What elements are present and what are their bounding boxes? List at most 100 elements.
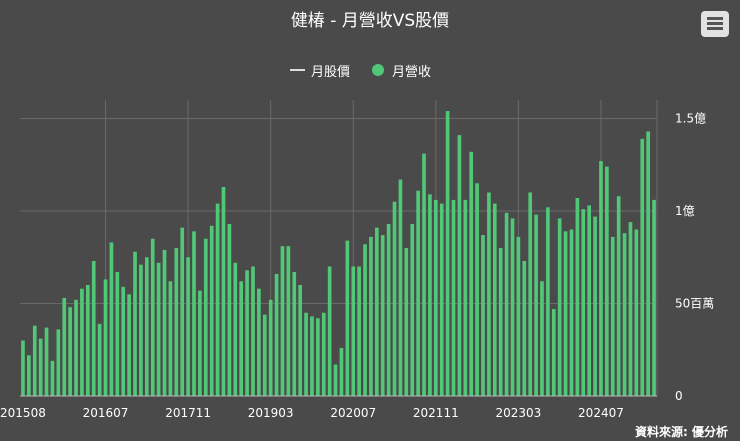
legend-item-price[interactable]: 月股價 (290, 61, 350, 80)
revenue-bar (593, 216, 597, 396)
revenue-bar (646, 131, 650, 396)
revenue-bar (380, 235, 385, 396)
revenue-bar (481, 235, 485, 396)
revenue-bar (357, 266, 361, 396)
revenue-bar (168, 281, 173, 396)
revenue-bar (522, 260, 527, 396)
x-tick-label: 202407 (578, 406, 624, 420)
revenue-bar (298, 285, 302, 396)
legend-label-revenue: 月營收 (392, 64, 432, 80)
revenue-bar (144, 257, 149, 396)
revenue-bar (634, 229, 639, 396)
source-credit: 資料來源: 優分析 (635, 425, 728, 439)
revenue-bar (433, 199, 438, 396)
revenue-bar (174, 248, 179, 396)
x-tick-label: 202111 (413, 406, 459, 420)
revenue-bar (127, 294, 131, 396)
revenue-bar (375, 227, 379, 396)
revenue-bar (498, 248, 503, 396)
revenue-bar (333, 364, 338, 396)
revenue-bar (587, 205, 591, 396)
revenue-bar (257, 288, 261, 396)
revenue-bar (192, 231, 196, 396)
y-tick-label: 1.5億 (675, 112, 706, 126)
revenue-bar (369, 236, 373, 396)
revenue-bar (80, 288, 84, 396)
revenue-bar (268, 299, 273, 396)
x-tick-label: 202303 (495, 406, 541, 420)
legend-item-revenue[interactable]: 月營收 (372, 61, 431, 80)
revenue-bar (74, 299, 78, 396)
legend-line-icon (290, 69, 305, 71)
revenue-bar (605, 166, 609, 396)
revenue-bar (451, 199, 456, 396)
revenue-bar (304, 312, 308, 396)
revenue-bar (640, 138, 645, 396)
revenue-bar (139, 264, 143, 396)
revenue-bar (428, 194, 432, 396)
revenue-bar (310, 316, 314, 396)
revenue-bar (528, 192, 533, 396)
revenue-bar (557, 218, 562, 396)
y-tick-label: 50百萬 (675, 297, 714, 311)
revenue-bar (569, 229, 574, 396)
revenue-bar (27, 355, 31, 396)
revenue-bar (345, 240, 350, 396)
revenue-bar (62, 297, 67, 396)
hamburger-icon-bar (707, 22, 723, 25)
revenue-bar (150, 238, 155, 396)
hamburger-icon (707, 17, 723, 20)
revenue-bar (398, 179, 403, 396)
revenue-bar (239, 281, 244, 396)
x-tick-label: 201711 (165, 406, 211, 420)
revenue-bar (209, 225, 214, 396)
revenue-bar (97, 323, 102, 396)
revenue-bar (404, 248, 409, 396)
revenue-bar (274, 273, 279, 396)
revenue-bar (463, 199, 468, 396)
x-tick-label: 202007 (330, 406, 376, 420)
revenue-bar (203, 238, 208, 396)
revenue-bar (386, 223, 391, 396)
revenue-bar (133, 251, 137, 396)
x-tick-label: 201903 (248, 406, 294, 420)
revenue-bar (180, 227, 185, 396)
revenue-bar (410, 223, 415, 396)
legend-dot-icon (372, 64, 385, 76)
y-tick-label: 0 (675, 389, 683, 403)
revenue-bar (546, 207, 550, 396)
revenue-bar (475, 183, 479, 396)
revenue-bar (245, 270, 249, 396)
chart-title: 健椿 - 月營收VS股價 (290, 11, 450, 31)
revenue-bar (198, 290, 202, 396)
revenue-bar (510, 218, 515, 396)
revenue-bar (504, 212, 509, 396)
revenue-bar (233, 262, 238, 396)
revenue-bar (162, 249, 167, 396)
revenue-bar (103, 279, 108, 396)
revenue-bar (616, 196, 621, 396)
menu-button[interactable] (701, 11, 729, 37)
revenue-bar (599, 161, 603, 396)
revenue-bar (121, 286, 126, 396)
revenue-bar (439, 203, 444, 396)
revenue-bar (469, 151, 474, 396)
revenue-bar (416, 190, 420, 396)
revenue-bar (68, 307, 72, 396)
hamburger-icon-bar (707, 27, 723, 30)
x-tick-label: 201607 (83, 406, 129, 420)
revenue-bar (363, 244, 367, 396)
revenue-bar (21, 340, 25, 396)
revenue-bar (392, 201, 397, 396)
revenue-bar (575, 198, 580, 396)
revenue-bar (91, 260, 96, 396)
revenue-bar (215, 203, 220, 396)
revenue-bar (457, 135, 462, 396)
revenue-bar (186, 257, 190, 396)
revenue-bar (221, 186, 226, 396)
y-tick-label: 1億 (675, 204, 695, 218)
revenue-bar (422, 153, 426, 396)
revenue-bar (487, 192, 491, 396)
revenue-bar (50, 360, 55, 396)
